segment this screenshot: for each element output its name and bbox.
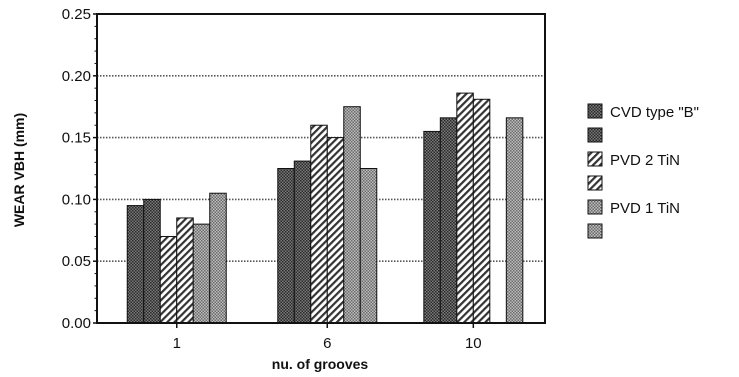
legend-swatch	[587, 223, 603, 239]
bar	[423, 130, 441, 324]
bar	[439, 117, 458, 324]
legend-swatch	[587, 103, 603, 119]
x-tick-label: 10	[465, 335, 482, 352]
legend-swatch	[587, 151, 603, 167]
y-tick-label: 0.05	[62, 253, 91, 270]
bar	[143, 198, 161, 324]
bar	[456, 92, 474, 324]
y-tick-label: 0.20	[62, 68, 91, 85]
bar	[343, 106, 361, 324]
y-axis-title: WEAR VBH (mm)	[11, 113, 27, 227]
legend-label: CVD type "B"	[610, 104, 699, 121]
bar	[310, 124, 328, 324]
bar	[472, 98, 491, 324]
bar	[159, 235, 178, 324]
bar	[326, 137, 345, 324]
y-tick-label: 0.00	[62, 315, 91, 332]
x-axis-title: nu. of grooves	[272, 356, 369, 372]
legend-swatch	[587, 199, 603, 215]
bar	[293, 160, 312, 324]
bar	[192, 223, 211, 324]
bar	[505, 117, 524, 324]
legend-label: PVD 1 TiN	[610, 200, 680, 217]
x-tick-label: 1	[173, 335, 181, 352]
legend-label: PVD 2 TiN	[610, 152, 680, 169]
bars	[126, 92, 524, 324]
legend: CVD type "B" PVD 2 TiN PVD 1 TiN	[587, 103, 699, 239]
bar	[126, 205, 145, 324]
y-tick-label: 0.15	[62, 130, 91, 147]
y-tick-label: 0.25	[62, 6, 91, 23]
bar	[359, 168, 378, 324]
bar	[209, 192, 227, 324]
legend-swatch	[587, 175, 603, 191]
y-tick-label: 0.10	[62, 191, 91, 208]
axes: 0.00 0.05 0.10 0.15 0.20 0.25 1 6 10	[62, 6, 546, 352]
legend-swatch	[587, 127, 603, 143]
bar	[176, 217, 194, 324]
bar	[277, 168, 295, 324]
x-tick-label: 6	[323, 335, 331, 352]
plot-frame	[96, 13, 546, 324]
